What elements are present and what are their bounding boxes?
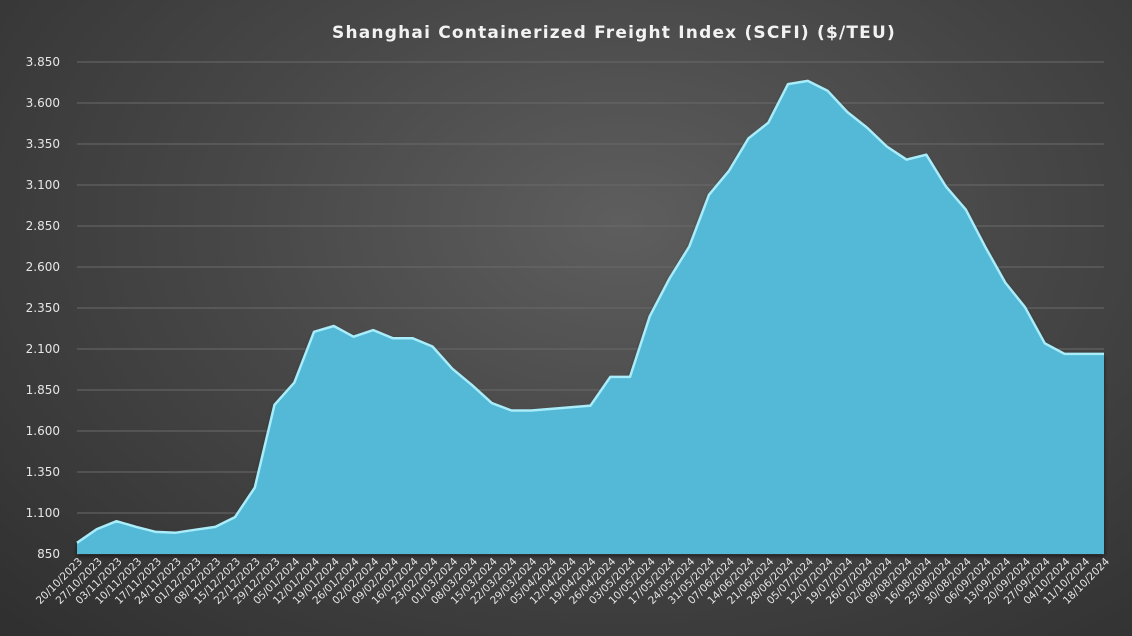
y-tick-label: 2.100 xyxy=(26,342,60,356)
y-tick-label: 2.350 xyxy=(26,301,60,315)
y-tick-label: 1.850 xyxy=(26,383,60,397)
area-fill xyxy=(77,80,1104,555)
y-tick-label: 1.600 xyxy=(26,424,60,438)
y-tick-label: 2.600 xyxy=(26,260,60,274)
x-axis: 20/10/202327/10/202303/11/202310/11/2023… xyxy=(34,555,1113,607)
y-tick-label: 1.100 xyxy=(26,506,60,520)
chart-title: Shanghai Containerized Freight Index (SC… xyxy=(332,23,896,43)
y-tick-label: 3.350 xyxy=(26,137,60,151)
y-tick-label: 3.100 xyxy=(26,178,60,192)
series-line xyxy=(76,79,1104,544)
y-tick-label: 3.600 xyxy=(26,96,60,110)
series-area xyxy=(76,79,1104,555)
y-tick-label: 2.850 xyxy=(26,219,60,233)
y-tick-label: 3.850 xyxy=(26,55,60,69)
y-tick-label: 1.350 xyxy=(26,465,60,479)
y-axis: 850 1.100 1.350 1.600 1.850 2.100 2.350 2.600 2.… xyxy=(26,55,60,561)
y-tick-label: 850 xyxy=(37,547,60,561)
